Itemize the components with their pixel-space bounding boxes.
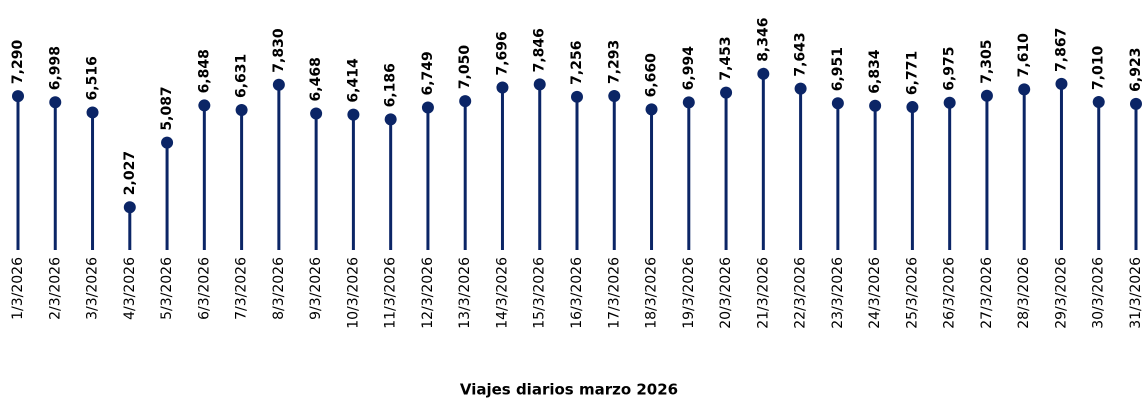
dot: [198, 99, 211, 112]
dot: [720, 86, 733, 99]
dot: [1130, 97, 1142, 110]
x-tick-label: 13/3/2026: [457, 257, 473, 329]
dot: [1055, 77, 1068, 90]
dot: [943, 96, 956, 109]
value-label: 7,846: [532, 28, 548, 72]
x-tick-label: 19/3/2026: [681, 257, 697, 329]
x-tick-label: 3/3/2026: [85, 257, 101, 320]
dot: [608, 90, 621, 103]
value-label: 6,834: [867, 49, 883, 94]
value-label: 6,994: [681, 46, 697, 91]
value-label: 7,830: [271, 28, 287, 73]
value-label: 6,771: [904, 51, 920, 95]
value-label: 6,848: [196, 49, 212, 93]
x-tick-label: 4/3/2026: [122, 257, 138, 320]
dot: [1018, 83, 1031, 96]
x-tick-label: 5/3/2026: [159, 257, 175, 320]
x-tick-label: 2/3/2026: [47, 257, 63, 320]
x-tick-label: 27/3/2026: [979, 257, 995, 329]
x-tick-label: 28/3/2026: [1016, 257, 1032, 329]
x-tick-label: 15/3/2026: [532, 257, 548, 329]
x-tick-label: 12/3/2026: [420, 257, 436, 329]
value-label: 7,010: [1091, 45, 1107, 90]
dot: [384, 113, 397, 126]
dot: [869, 99, 882, 112]
value-label: 7,610: [1016, 33, 1032, 78]
chart-title: Viajes diarios marzo 2026: [460, 381, 678, 399]
x-tick-label: 9/3/2026: [308, 257, 324, 320]
value-label: 6,998: [47, 46, 63, 90]
x-tick-label: 25/3/2026: [904, 257, 920, 329]
x-tick-label: 17/3/2026: [606, 257, 622, 329]
value-label: 7,256: [569, 41, 585, 85]
value-label: 6,468: [308, 57, 324, 101]
x-tick-label: 20/3/2026: [718, 257, 734, 329]
value-label: 6,186: [383, 63, 399, 107]
value-label: 7,293: [606, 40, 622, 84]
dot: [794, 82, 807, 95]
dot: [12, 90, 24, 103]
value-label: 2,027: [122, 151, 138, 195]
x-tick-label: 6/3/2026: [196, 257, 212, 320]
dot: [123, 201, 136, 214]
x-tick-label: 30/3/2026: [1091, 257, 1107, 329]
dot: [310, 107, 323, 120]
value-label: 7,290: [10, 40, 26, 85]
value-label: 6,923: [1128, 48, 1144, 92]
dot: [272, 78, 285, 91]
dot: [682, 96, 695, 109]
x-tick-label: 11/3/2026: [383, 257, 399, 329]
dot: [533, 78, 546, 91]
x-tick-label: 22/3/2026: [793, 257, 809, 329]
value-label: 6,975: [942, 46, 958, 90]
value-label: 6,516: [85, 56, 101, 100]
x-tick-label: 18/3/2026: [644, 257, 660, 329]
x-tick-label: 7/3/2026: [234, 257, 250, 320]
value-label: 8,346: [755, 18, 771, 62]
x-tick-label: 14/3/2026: [494, 257, 510, 329]
dot: [757, 67, 770, 80]
value-label: 6,660: [644, 53, 660, 98]
x-tick-label: 16/3/2026: [569, 257, 585, 329]
dot: [496, 81, 509, 94]
dot: [347, 108, 360, 121]
dot: [831, 97, 844, 110]
value-label: 7,867: [1053, 28, 1069, 72]
x-tick-label: 29/3/2026: [1053, 257, 1069, 329]
value-label: 7,696: [494, 31, 510, 75]
value-label: 6,631: [234, 54, 250, 98]
dot: [571, 90, 583, 103]
dot: [161, 136, 174, 149]
dot: [86, 106, 99, 119]
x-tick-label: 1/3/2026: [10, 257, 26, 320]
dot: [235, 104, 248, 117]
value-label: 6,749: [420, 51, 436, 95]
dot: [421, 101, 434, 114]
dot: [645, 103, 658, 116]
value-label: 7,453: [718, 36, 734, 80]
x-tick-label: 23/3/2026: [830, 257, 846, 329]
value-label: 6,414: [345, 58, 361, 103]
value-label: 7,305: [979, 39, 995, 83]
dot: [906, 101, 919, 114]
value-label: 6,951: [830, 47, 846, 91]
x-tick-label: 26/3/2026: [942, 257, 958, 329]
x-tick-label: 31/3/2026: [1128, 257, 1144, 329]
x-tick-label: 10/3/2026: [345, 257, 361, 329]
x-tick-label: 21/3/2026: [755, 257, 771, 329]
value-label: 7,050: [457, 45, 473, 90]
dot: [1092, 96, 1105, 109]
value-label: 7,643: [793, 32, 809, 76]
dot: [980, 89, 993, 102]
x-tick-label: 24/3/2026: [867, 257, 883, 329]
x-tick-label: 8/3/2026: [271, 257, 287, 320]
value-label: 5,087: [159, 86, 175, 130]
dot: [459, 95, 472, 108]
dot: [49, 96, 62, 109]
